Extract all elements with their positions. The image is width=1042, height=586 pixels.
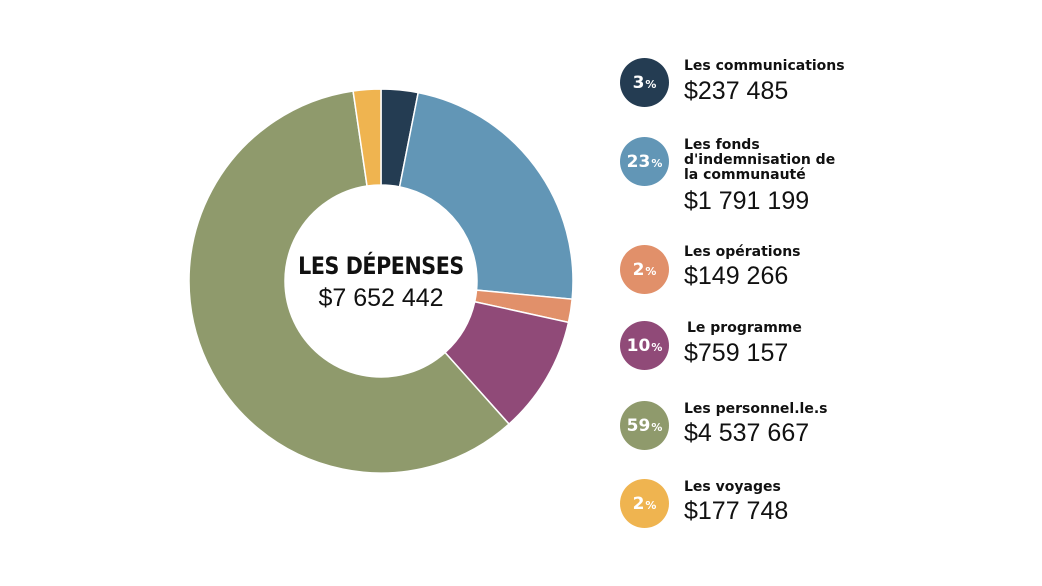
percent-value: 2 — [632, 493, 645, 514]
legend-label: Les personnel.le.s — [684, 401, 828, 417]
donut-slice-5 — [352, 88, 382, 187]
legend-amount: $4 537 667 — [684, 419, 810, 447]
legend-item-operations: 2% Les opérations $149 266 — [620, 245, 1040, 325]
percent-value: 59 — [626, 415, 651, 436]
percent-sign: % — [645, 78, 657, 91]
percent-value: 23 — [626, 151, 651, 172]
chart-title: LES DÉPENSES — [298, 252, 464, 280]
legend-item-voyages: 2% Les voyages $177 748 — [620, 479, 1040, 559]
legend-badge: 59% — [620, 401, 669, 450]
legend-item-personnel: 59% Les personnel.le.s $4 537 667 — [620, 401, 1040, 481]
percent-sign: % — [651, 341, 663, 354]
percent-value: 3 — [632, 72, 645, 93]
legend-badge: 23% — [620, 137, 669, 186]
legend-label: Le programme — [687, 320, 802, 336]
legend-item-communications: 3% Les communications $237 485 — [620, 58, 1040, 138]
legend-amount: $237 485 — [684, 77, 789, 105]
legend-label: Les communications — [684, 58, 845, 74]
percent-sign: % — [645, 499, 657, 512]
legend-amount: $759 157 — [684, 339, 789, 367]
donut-slice-1 — [398, 91, 574, 301]
legend-badge: 3% — [620, 58, 669, 107]
percent-sign: % — [651, 157, 663, 170]
legend-label: Les opérations — [684, 244, 801, 260]
legend-label: Les fonds d'indemnisation de la communau… — [684, 137, 836, 183]
percent-value: 10 — [626, 335, 651, 356]
legend-amount: $149 266 — [684, 262, 789, 290]
legend-item-programme: 10% Le programme $759 157 — [620, 321, 1040, 401]
legend-amount: $1 791 199 — [684, 187, 810, 215]
chart-total: $7 652 442 — [318, 284, 444, 312]
legend-amount: $177 748 — [684, 497, 789, 525]
legend-label: Les voyages — [684, 479, 781, 495]
percent-sign: % — [651, 421, 663, 434]
legend-badge: 2% — [620, 479, 669, 528]
legend-badge: 2% — [620, 245, 669, 294]
legend-item-fonds: 23% Les fonds d'indemnisation de la comm… — [620, 137, 1040, 217]
percent-value: 2 — [632, 259, 645, 280]
donut-slice-4 — [188, 90, 511, 474]
percent-sign: % — [645, 265, 657, 278]
legend-badge: 10% — [620, 321, 669, 370]
